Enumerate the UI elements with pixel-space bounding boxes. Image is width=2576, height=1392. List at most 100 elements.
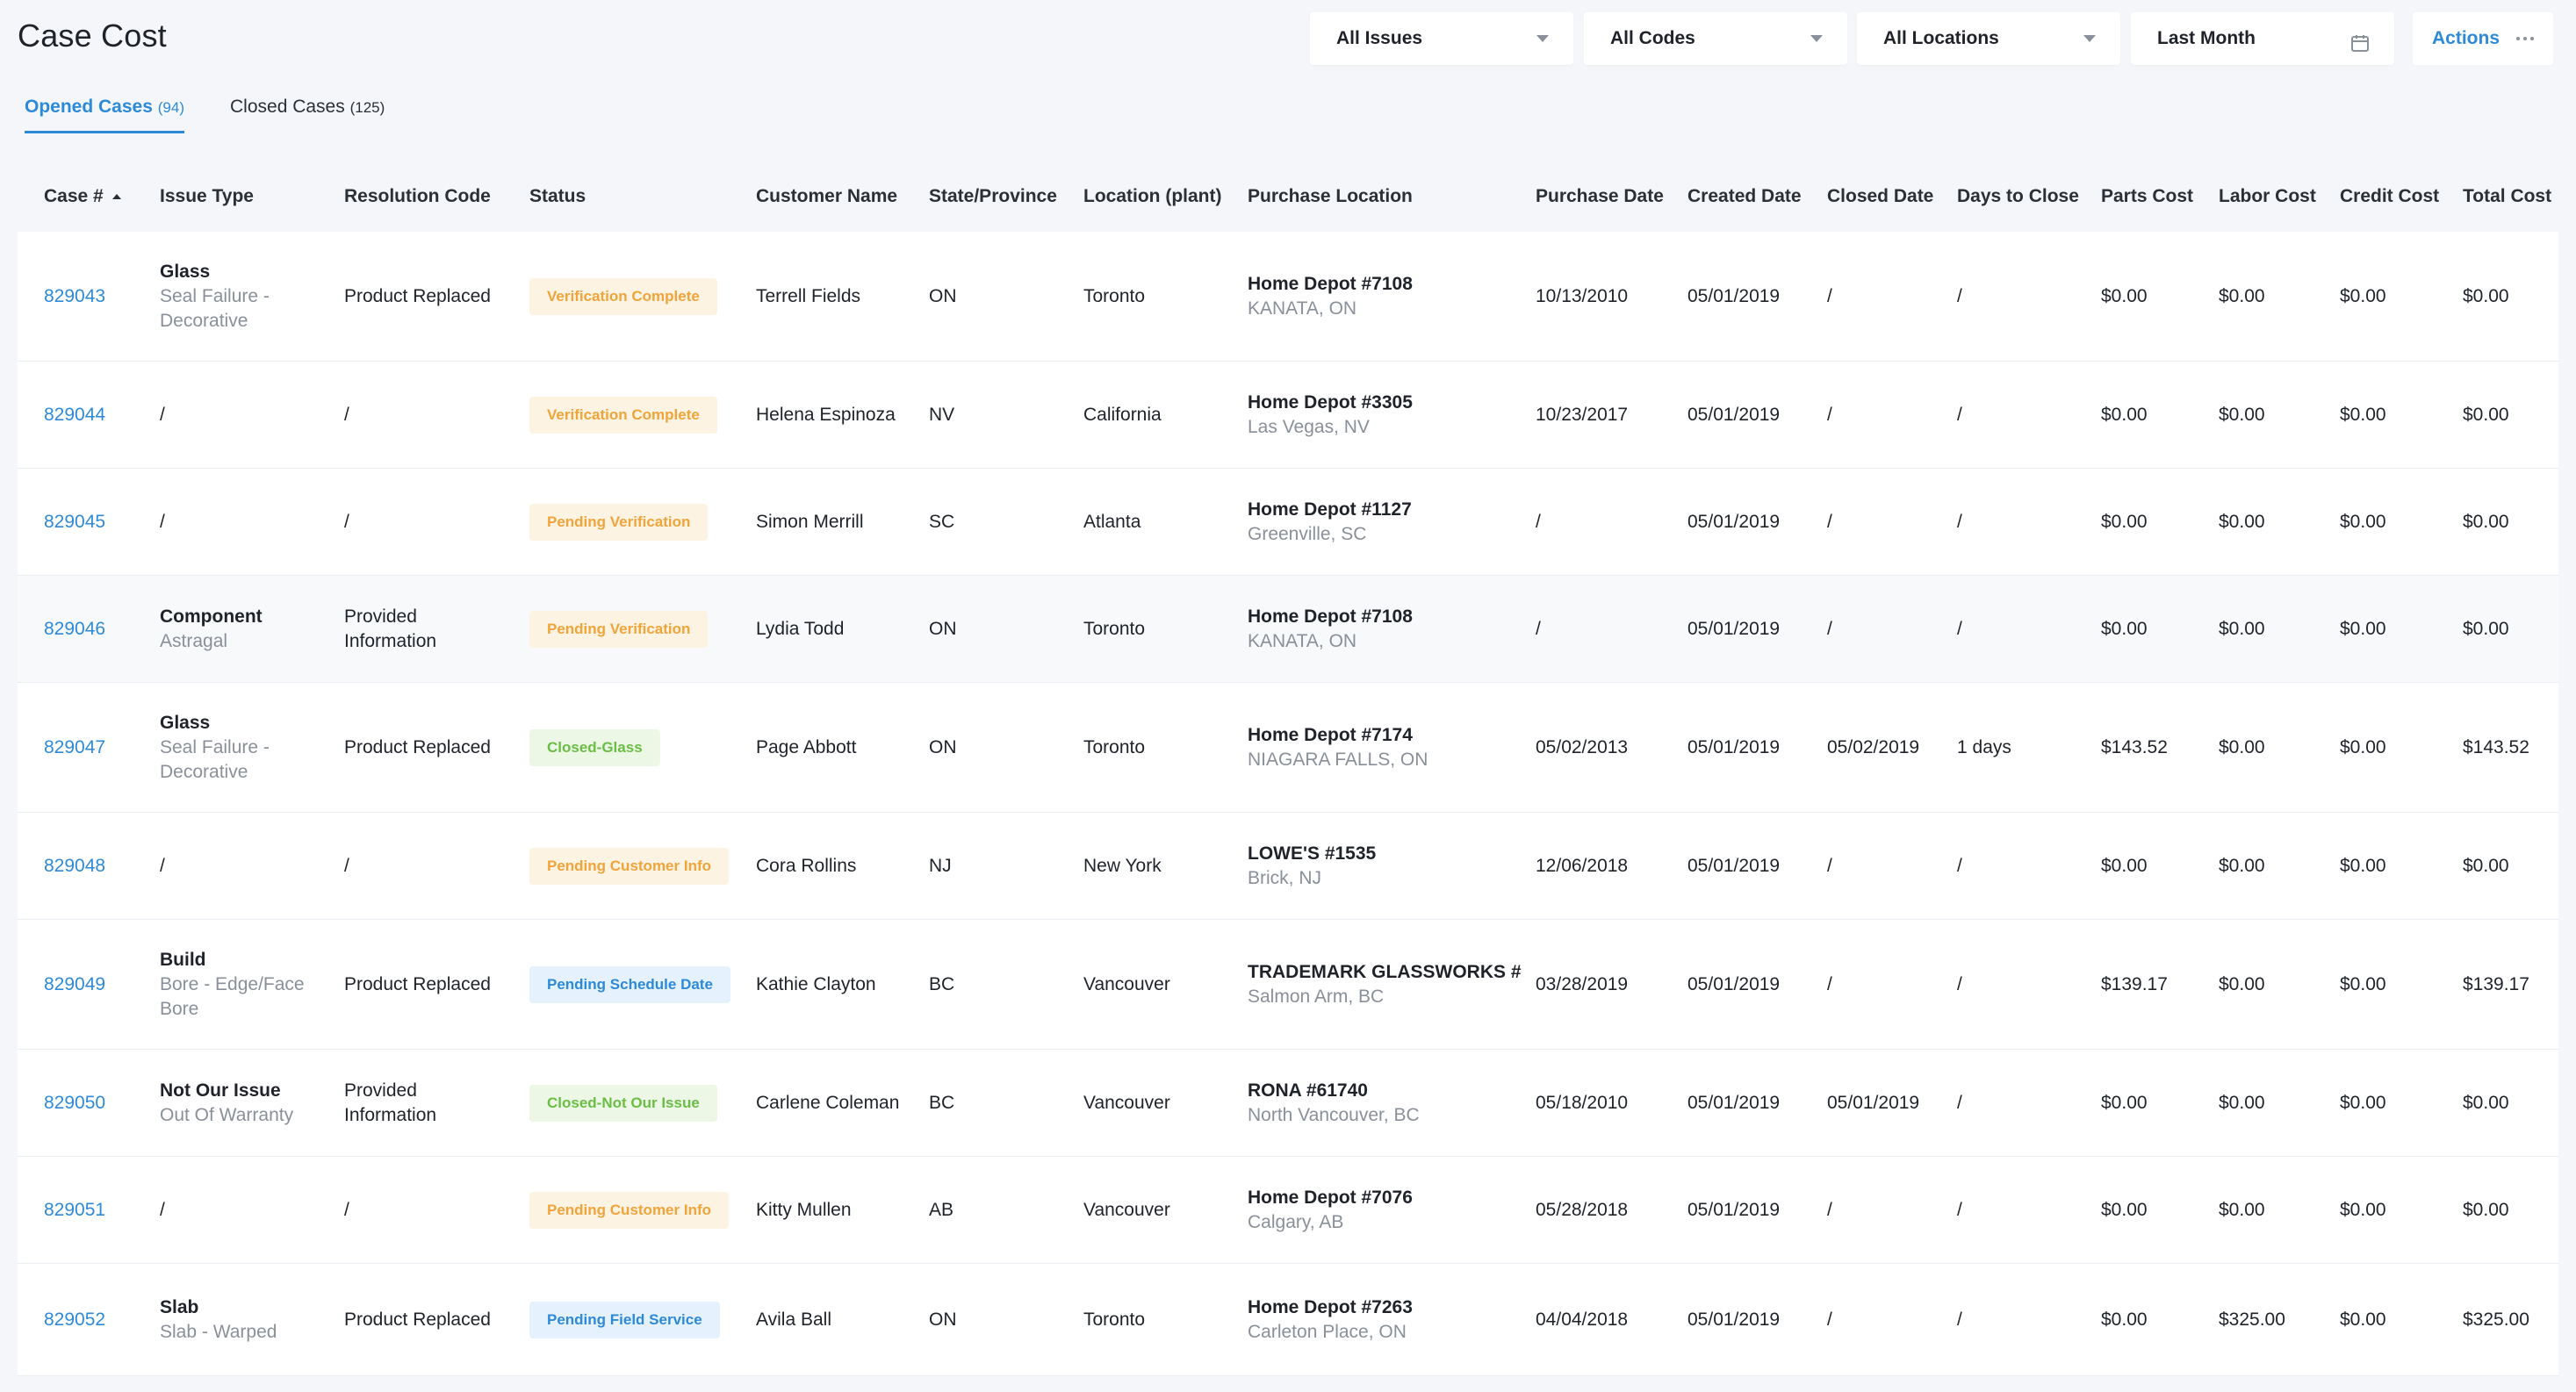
case-number-link[interactable]: 829044 bbox=[44, 403, 105, 427]
column-header-total-cost[interactable]: Total Cost bbox=[2463, 186, 2552, 206]
purchase-location-city: Greenville, SC bbox=[1248, 523, 1367, 544]
purchase-location-cell: Home Depot #7076 Calgary, AB bbox=[1248, 1186, 1413, 1235]
column-header-status[interactable]: Status bbox=[529, 186, 586, 206]
parts-cost: $0.00 bbox=[2101, 285, 2148, 306]
days-to-close-cell: 1 days bbox=[1957, 735, 2011, 760]
case-link[interactable]: 829044 bbox=[44, 404, 106, 425]
issues-filter-select[interactable]: All Issues bbox=[1310, 12, 1573, 65]
parts-cost: $0.00 bbox=[2101, 1092, 2148, 1113]
tab-closed-cases[interactable]: Closed Cases (125) bbox=[230, 88, 385, 133]
labor-cost: $0.00 bbox=[2219, 404, 2265, 425]
days-to-close: / bbox=[1957, 1309, 1962, 1330]
column-header-purchase-date[interactable]: Purchase Date bbox=[1536, 186, 1664, 206]
table-row[interactable]: 829052 Slab Slab - Warped Product Replaced P… bbox=[18, 1264, 2558, 1376]
column-header-credit-cost[interactable]: Credit Cost bbox=[2340, 186, 2440, 206]
case-number-link[interactable]: 829051 bbox=[44, 1198, 105, 1223]
parts-cost-cell: $0.00 bbox=[2101, 284, 2148, 309]
created-date: 05/01/2019 bbox=[1687, 1199, 1781, 1220]
plant-location: Toronto bbox=[1083, 736, 1146, 757]
table-row[interactable]: 829047 Glass Seal Failure - Decorative Prod… bbox=[18, 683, 2558, 813]
issue-type-main: Glass bbox=[160, 261, 211, 282]
date-range-picker[interactable]: Last Month bbox=[2131, 12, 2394, 65]
column-header-closed-date[interactable]: Closed Date bbox=[1827, 186, 1934, 206]
labor-cost: $325.00 bbox=[2219, 1309, 2285, 1330]
case-number-link[interactable]: 829045 bbox=[44, 510, 105, 535]
purchase-date: 12/06/2018 bbox=[1536, 855, 1629, 876]
status-badge: Pending Verification bbox=[529, 610, 709, 648]
case-link[interactable]: 829051 bbox=[44, 1199, 106, 1220]
issue-type-sub: Seal Failure - Decorative bbox=[160, 285, 270, 331]
credit-cost-cell: $0.00 bbox=[2340, 1091, 2386, 1116]
case-link[interactable]: 829048 bbox=[44, 855, 106, 876]
status-cell: Pending Schedule Date bbox=[529, 965, 730, 1003]
closed-date-cell: / bbox=[1827, 510, 1832, 535]
resolution-code-cell: / bbox=[344, 403, 502, 427]
case-link[interactable]: 829045 bbox=[44, 511, 106, 532]
purchase-location-cell: LOWE'S #1535 Brick, NJ bbox=[1248, 842, 1376, 891]
purchase-location-cell: Home Depot #7108 KANATA, ON bbox=[1248, 272, 1413, 321]
purchase-date-cell: 05/28/2018 bbox=[1536, 1198, 1628, 1223]
customer-name: Lydia Todd bbox=[756, 618, 845, 639]
closed-date-cell: / bbox=[1827, 403, 1832, 427]
column-header-created-date[interactable]: Created Date bbox=[1687, 186, 1802, 206]
resolution-code-cell: / bbox=[344, 1198, 502, 1223]
tab-count: (125) bbox=[349, 99, 385, 116]
credit-cost-cell: $0.00 bbox=[2340, 735, 2386, 760]
column-header-labor-cost[interactable]: Labor Cost bbox=[2219, 186, 2316, 206]
case-link[interactable]: 829047 bbox=[44, 736, 106, 757]
labor-cost-cell: $0.00 bbox=[2219, 854, 2265, 879]
case-link[interactable]: 829046 bbox=[44, 618, 106, 639]
column-header-state[interactable]: State/Province bbox=[929, 186, 1057, 206]
table-row[interactable]: 829043 Glass Seal Failure - Decorative Prod… bbox=[18, 232, 2558, 362]
case-link[interactable]: 829050 bbox=[44, 1092, 106, 1113]
column-header-issue-type[interactable]: Issue Type bbox=[160, 186, 254, 206]
codes-filter-select[interactable]: All Codes bbox=[1584, 12, 1847, 65]
purchase-location-cell: Home Depot #7108 KANATA, ON bbox=[1248, 605, 1413, 654]
status-badge: Pending Customer Info bbox=[529, 1191, 729, 1229]
case-link[interactable]: 829052 bbox=[44, 1309, 106, 1330]
table-row[interactable]: 829051 / / Pending Customer Info Kitty Mulle… bbox=[18, 1157, 2558, 1264]
created-date: 05/01/2019 bbox=[1687, 511, 1781, 532]
case-number-link[interactable]: 829043 bbox=[44, 284, 105, 309]
column-header-case[interactable]: Case # bbox=[44, 186, 121, 207]
table-row[interactable]: 829048 / / Pending Customer Info Cora Rollin… bbox=[18, 813, 2558, 920]
plant-cell: Atlanta bbox=[1083, 510, 1140, 535]
case-number-link[interactable]: 829050 bbox=[44, 1091, 105, 1116]
customer-name-cell: Kathie Clayton bbox=[756, 972, 876, 997]
status-cell: Closed-Glass bbox=[529, 728, 660, 766]
case-link[interactable]: 829049 bbox=[44, 973, 106, 994]
column-header-customer-name[interactable]: Customer Name bbox=[756, 186, 898, 206]
table-row[interactable]: 829045 / / Pending Verification Simon Merril… bbox=[18, 469, 2558, 576]
case-number-link[interactable]: 829052 bbox=[44, 1308, 105, 1332]
column-header-parts-cost[interactable]: Parts Cost bbox=[2101, 186, 2194, 206]
locations-filter-select[interactable]: All Locations bbox=[1857, 12, 2120, 65]
case-number-link[interactable]: 829048 bbox=[44, 854, 105, 879]
table-row[interactable]: 829049 Build Bore - Edge/Face Bore Product … bbox=[18, 920, 2558, 1050]
total-cost-cell: $0.00 bbox=[2463, 1198, 2509, 1223]
actions-button[interactable]: Actions bbox=[2413, 12, 2553, 65]
state-cell: SC bbox=[929, 510, 954, 535]
total-cost: $0.00 bbox=[2463, 855, 2509, 876]
created-date-cell: 05/01/2019 bbox=[1687, 1091, 1780, 1116]
case-number-link[interactable]: 829049 bbox=[44, 972, 105, 997]
column-header-days-to-close[interactable]: Days to Close bbox=[1957, 186, 2079, 206]
parts-cost-cell: $143.52 bbox=[2101, 735, 2168, 760]
resolution-code: Product Replaced bbox=[344, 973, 491, 994]
table-row[interactable]: 829050 Not Our Issue Out Of Warranty Provid… bbox=[18, 1050, 2558, 1157]
case-link[interactable]: 829043 bbox=[44, 285, 106, 306]
customer-name-cell: Cora Rollins bbox=[756, 854, 856, 879]
created-date: 05/01/2019 bbox=[1687, 285, 1781, 306]
table-row[interactable]: 829044 / / Verification Complete Helena Espi… bbox=[18, 362, 2558, 469]
calendar-icon[interactable] bbox=[2350, 33, 2370, 53]
tab-opened-cases[interactable]: Opened Cases (94) bbox=[25, 88, 184, 133]
status-badge: Closed-Not Our Issue bbox=[529, 1084, 717, 1122]
column-header-purchase-location[interactable]: Purchase Location bbox=[1248, 186, 1413, 206]
table-row[interactable]: 829046 Component Astragal Provided Informat… bbox=[18, 576, 2558, 683]
status-badge: Pending Schedule Date bbox=[529, 965, 730, 1003]
created-date: 05/01/2019 bbox=[1687, 973, 1781, 994]
labor-cost: $0.00 bbox=[2219, 973, 2265, 994]
column-header-resolution-code[interactable]: Resolution Code bbox=[344, 186, 491, 206]
column-header-plant[interactable]: Location (plant) bbox=[1083, 186, 1222, 206]
case-number-link[interactable]: 829047 bbox=[44, 735, 105, 760]
case-number-link[interactable]: 829046 bbox=[44, 617, 105, 642]
